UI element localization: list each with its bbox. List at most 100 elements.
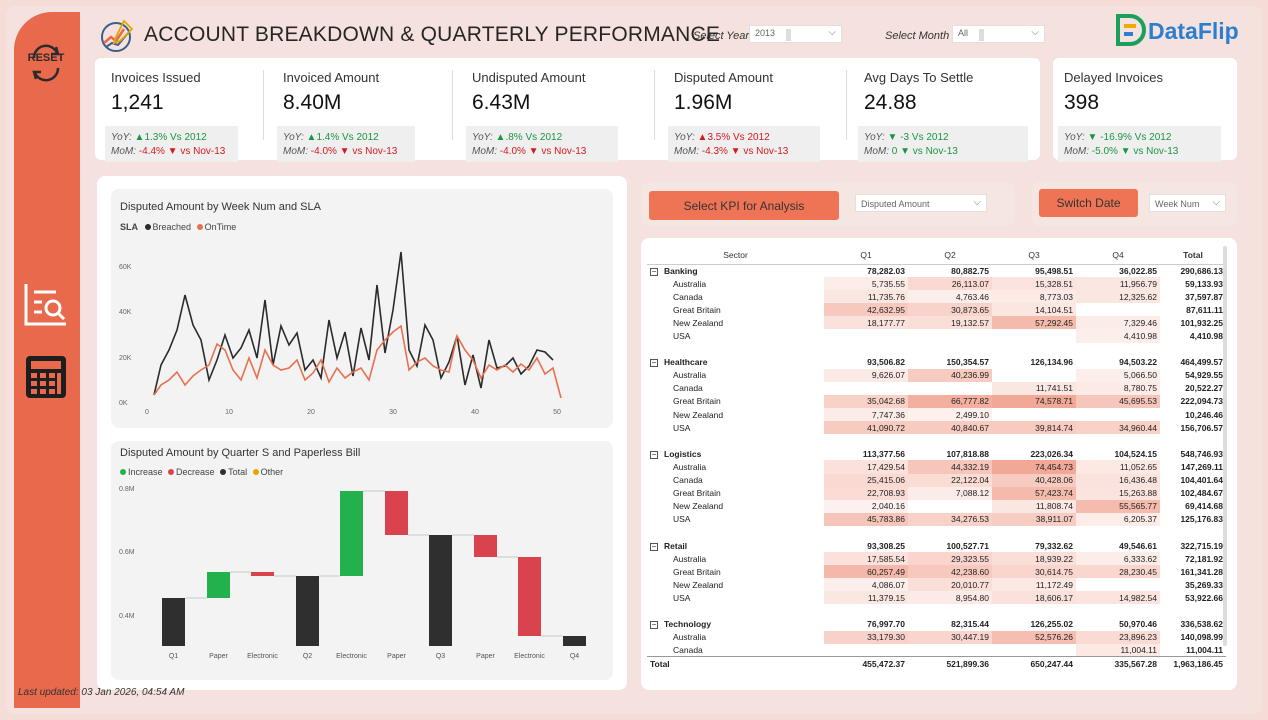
matrix-cell: 147,269.11	[1180, 461, 1223, 472]
x-category-label: Paper	[476, 653, 495, 660]
waterfall-bar	[207, 572, 230, 598]
last-updated: Last updated: 03 Jan 2026, 04:54 AM	[18, 687, 185, 698]
matrix-cell: 40,428.06	[992, 473, 1076, 487]
matrix-cell: 25,415.06	[824, 473, 908, 487]
group-total-cell: 113,377.56	[862, 448, 905, 459]
legend-other: Other	[260, 467, 284, 477]
kpi-label: Delayed Invoices	[1064, 70, 1163, 85]
matrix-group-row[interactable]: − Banking 78,282.03 80,882.75 95,498.51 36,02…	[647, 264, 1226, 277]
yoy-prefix: YoY:	[472, 132, 493, 143]
group-total-cell: 49,546.61	[1119, 540, 1157, 551]
matrix-cell: 22,122.04	[908, 473, 992, 487]
matrix-total-row: Total 455,472.37 521,899.36 650,247.44 335,5…	[647, 656, 1226, 670]
x-tick-label: 40	[471, 409, 479, 416]
matrix-cell: 102,484.67	[1180, 488, 1223, 499]
matrix-cell: 8,773.03	[992, 290, 1076, 304]
matrix-cell: 74,454.73	[992, 460, 1076, 474]
matrix-cell: 104,401.64	[1180, 475, 1223, 486]
group-total-cell: 78,282.03	[867, 265, 905, 276]
matrix-cell: 11,735.76	[824, 290, 908, 304]
mom-prefix: MoM:	[111, 146, 136, 157]
matrix-cell: 8,954.80	[908, 591, 992, 605]
select-kpi-button[interactable]: Select KPI for Analysis	[649, 191, 839, 220]
switch-date-button[interactable]: Switch Date	[1039, 189, 1138, 217]
matrix-cell: 74,578.71	[992, 394, 1076, 409]
matrix-row: USA 4,410.98 4,410.98	[647, 329, 1226, 343]
matrix-cell: 7,747.36	[824, 408, 908, 422]
group-total-cell: 36,022.85	[1119, 265, 1157, 276]
matrix-row: Australia 5,735.55 26,113.07 15,328.51 11,95…	[647, 277, 1226, 291]
country-name: New Zealand	[673, 579, 724, 590]
matrix-cell	[1076, 303, 1160, 316]
group-total-cell: 79,332.62	[1035, 540, 1073, 551]
date-dropdown[interactable]: Week Num ⌵	[1149, 194, 1226, 212]
matrix-group-row[interactable]: − Technology 76,997.70 82,315.44 126,255.02 5…	[647, 618, 1226, 631]
page-title: ACCOUNT BREAKDOWN & QUARTERLY PERFORMANC…	[144, 23, 721, 46]
waterfall-legend: Increase Decrease Total Other	[120, 467, 283, 477]
report-logo-icon	[101, 19, 134, 52]
kpi-dropdown[interactable]: Disputed Amount ⌵	[855, 194, 987, 212]
kpi-divider	[263, 70, 264, 140]
country-name: Canada	[673, 645, 703, 656]
matrix-row: New Zealand 7,747.36 2,499.10 10,246.46	[647, 408, 1226, 422]
group-total-cell: 80,882.75	[951, 265, 989, 276]
matrix-cell: 18,939.22	[992, 552, 1076, 566]
country-name: Australia	[673, 278, 707, 289]
matrix-cell: 11,004.11	[1076, 643, 1160, 657]
y-tick-label: 60K	[119, 264, 132, 271]
collapse-icon[interactable]: −	[650, 358, 658, 368]
matrix-scrollbar[interactable]	[1223, 246, 1227, 646]
mom-value: -4.4% ▼ vs Nov-13	[138, 146, 226, 157]
kpi-divider	[654, 70, 655, 140]
slicer-handle	[786, 29, 791, 41]
analysis-nav-icon[interactable]	[22, 280, 70, 328]
year-slicer[interactable]: 2013 ⌵	[749, 25, 842, 43]
collapse-icon[interactable]: −	[650, 449, 658, 459]
kpi-card: Undisputed Amount 6.43M YoY: ▲.8% Vs 201…	[466, 70, 618, 162]
matrix-cell	[908, 382, 992, 395]
matrix-cell: 52,576.26	[992, 630, 1076, 644]
kpi-divider	[452, 70, 453, 140]
matrix-cell: 18,606.17	[992, 591, 1076, 605]
sidebar: RESET	[14, 12, 80, 708]
legend-decrease: Decrease	[176, 467, 215, 477]
y-tick-label: 0K	[119, 400, 128, 407]
country-name: USA	[673, 331, 691, 342]
collapse-icon[interactable]: −	[650, 620, 658, 630]
x-tick-label: 30	[389, 409, 397, 416]
matrix-group-row[interactable]: − Logistics 113,377.56 107,818.88 223,026.34…	[647, 447, 1226, 460]
matrix-cell: 17,585.54	[824, 552, 908, 566]
calculator-nav-icon[interactable]	[22, 352, 70, 400]
collapse-icon[interactable]: −	[650, 266, 658, 276]
matrix-cell: 4,410.98	[1076, 329, 1160, 343]
matrix-row: Great Britain 22,708.93 7,088.12 57,423.74 1…	[647, 486, 1226, 500]
month-slicer-value: All	[958, 28, 969, 38]
country-name: New Zealand	[673, 317, 724, 328]
month-slicer[interactable]: All ⌵	[952, 25, 1045, 43]
x-category-label: Paper	[209, 653, 228, 660]
collapse-icon[interactable]: −	[650, 541, 658, 551]
y-tick-label: 20K	[119, 355, 132, 362]
matrix-cell	[992, 329, 1076, 342]
kpi-card: Invoiced Amount 8.40M YoY: ▲1.4% Vs 2012…	[277, 70, 415, 162]
country-name: New Zealand	[673, 409, 724, 420]
kpi-comparison: YoY: ▲.8% Vs 2012 MoM: -4.0% ▼ vs Nov-13	[466, 126, 618, 162]
kpi-value: 6.43M	[472, 91, 531, 114]
matrix-cell: 40,840.67	[908, 421, 992, 435]
spacer-row	[647, 343, 1226, 356]
matrix-cell: 38,911.07	[992, 512, 1076, 526]
group-total-cell: 290,686.13	[1180, 265, 1223, 276]
matrix-group-row[interactable]: − Retail 93,308.25 100,527.71 79,332.62 49,54…	[647, 539, 1226, 552]
matrix-cell: 30,873.65	[908, 303, 992, 317]
matrix-cell: 15,328.51	[992, 277, 1076, 291]
reset-button[interactable]: RESET	[20, 42, 72, 82]
matrix-group-row[interactable]: − Healthcare 93,506.82 150,354.57 126,134.96…	[647, 356, 1226, 369]
waterfall-bar	[385, 491, 408, 535]
matrix-cell	[824, 644, 908, 657]
matrix-cell: 7,329.46	[1076, 316, 1160, 330]
waterfall-bar	[474, 535, 497, 557]
kpi-divider	[846, 70, 847, 140]
x-category-label: Q3	[436, 653, 445, 660]
kpi-value: 398	[1064, 91, 1100, 114]
matrix-cell: 44,332.19	[908, 460, 992, 474]
